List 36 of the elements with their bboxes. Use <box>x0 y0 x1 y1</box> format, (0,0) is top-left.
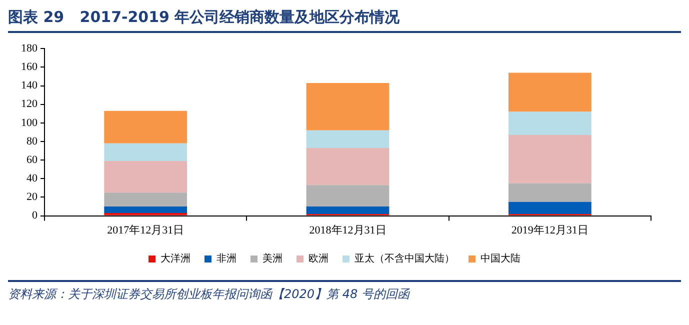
chart-title: 图表 29 2017-2019 年公司经销商数量及地区分布情况 <box>8 8 681 33</box>
legend-label: 美洲 <box>262 252 282 265</box>
bar <box>508 202 592 214</box>
bar <box>306 148 390 186</box>
y-tick-label: 80 <box>26 135 38 148</box>
y-tick-label: 0 <box>32 210 38 222</box>
y-tick-label: 100 <box>21 116 38 129</box>
text: 资料来源：关于深圳证券交易所创业板年报问询函【2020】第 48 号的回函 <box>8 286 411 303</box>
bar <box>104 206 188 214</box>
x-tick-label: 2018年12月31日 <box>309 224 386 236</box>
bar <box>306 185 390 207</box>
bar <box>306 82 390 130</box>
bar <box>104 192 188 207</box>
bar <box>104 160 188 193</box>
legend-label: 欧洲 <box>308 252 328 265</box>
bar <box>508 112 592 135</box>
legend-label: 大洋洲 <box>160 252 190 265</box>
x-tick-label: 2019年12月31日 <box>511 224 588 236</box>
y-tick-label: 140 <box>21 80 38 92</box>
legend-label: 亚太（不含中国大陆） <box>354 252 454 265</box>
y-tick-label: 180 <box>21 42 38 54</box>
y-tick-label: 120 <box>21 98 38 110</box>
bar <box>508 72 592 112</box>
y-tick-label: 40 <box>26 172 38 185</box>
x-tick-label: 2017年12月31日 <box>107 224 184 236</box>
bar <box>306 206 390 214</box>
bar <box>306 130 390 148</box>
y-tick-label: 160 <box>21 61 38 74</box>
legend-label: 非洲 <box>216 252 236 265</box>
y-tick-label: 60 <box>26 154 38 166</box>
bar <box>104 143 188 161</box>
y-tick-label: 20 <box>26 191 38 204</box>
legend-label: 中国大陆 <box>480 252 520 265</box>
bar <box>104 110 188 144</box>
bar <box>508 183 592 202</box>
bar <box>508 134 592 184</box>
